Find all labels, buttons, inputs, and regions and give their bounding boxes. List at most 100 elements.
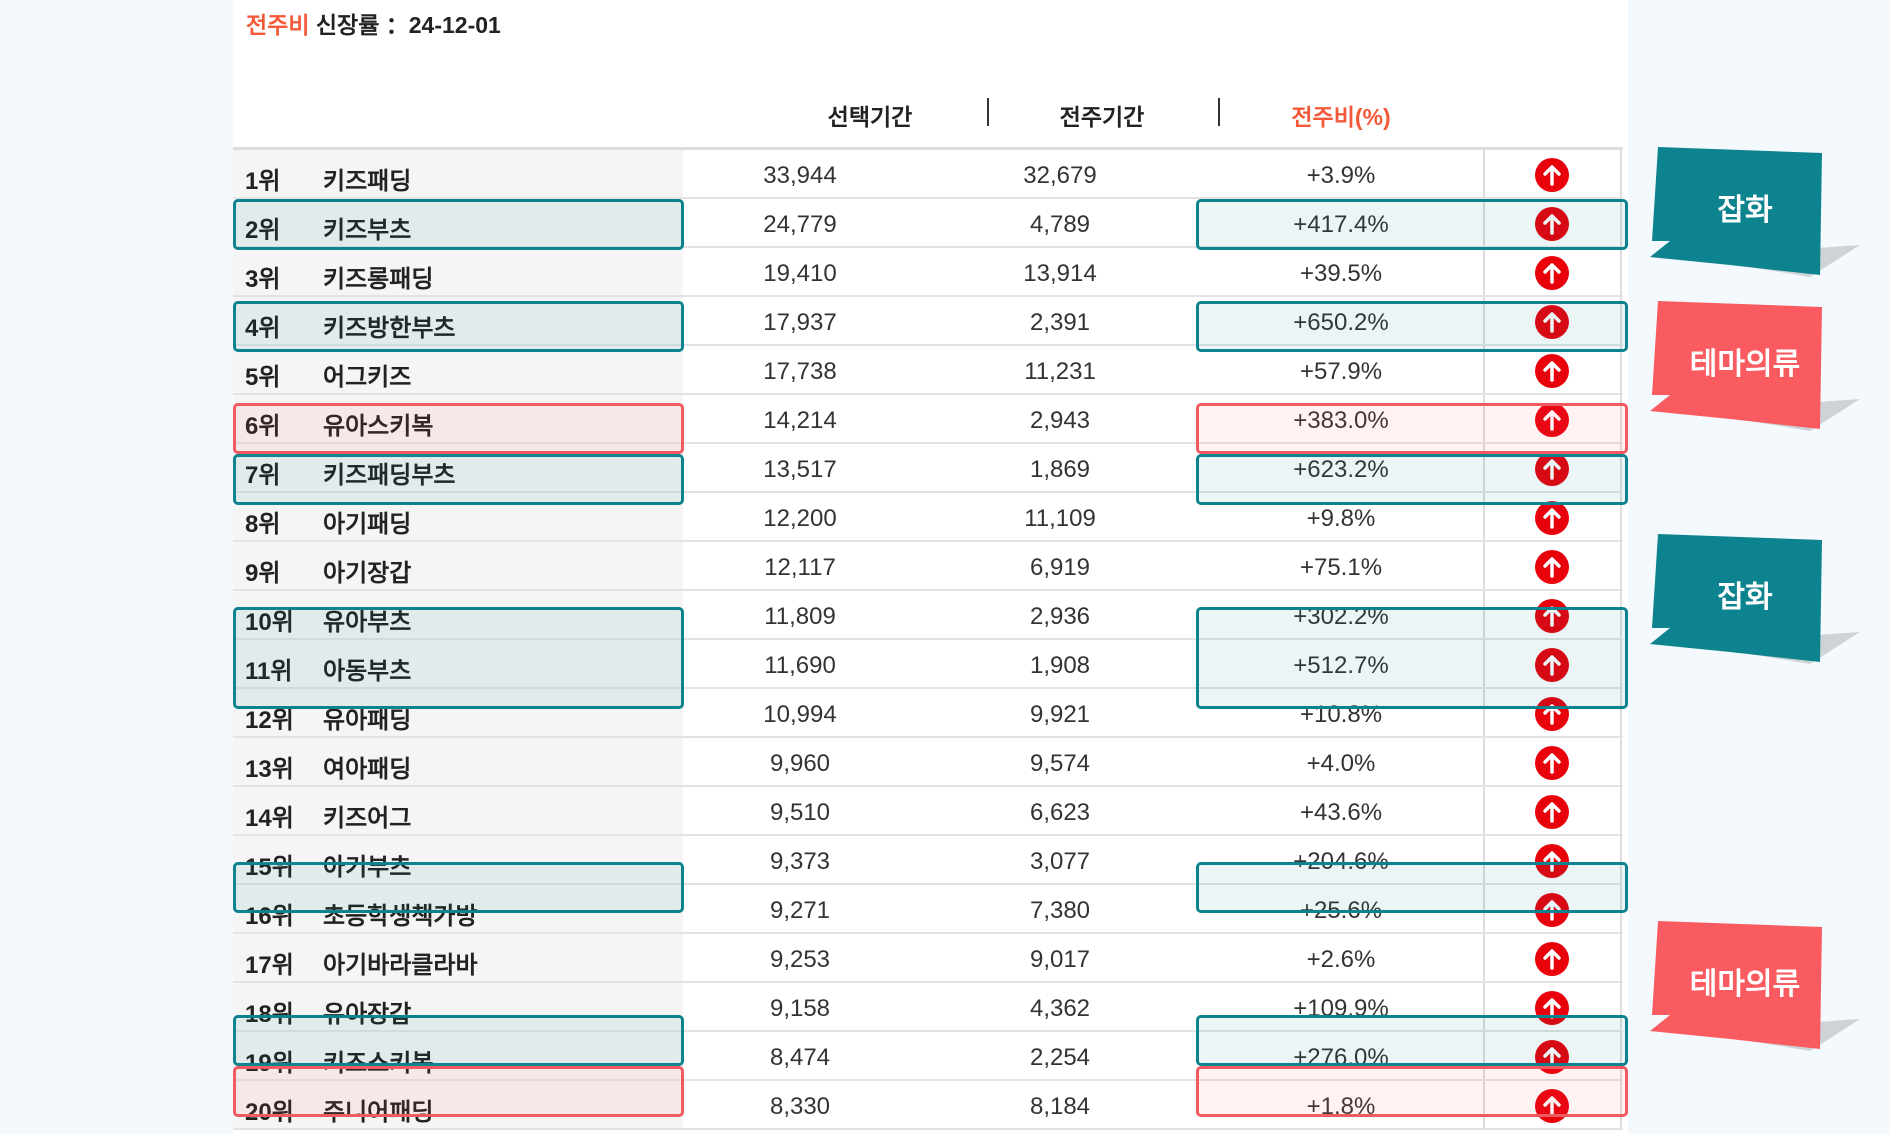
table-row: 11위 아동부츠 11,690 1,908 +512.7% — [233, 640, 1623, 689]
keyword: 키즈패딩 — [323, 168, 412, 195]
column-divider — [1620, 395, 1622, 442]
callout-label: 잡화 — [1717, 581, 1773, 614]
column-divider — [1620, 444, 1622, 491]
previous-value: 8,184 — [1029, 1093, 1091, 1120]
arrow-up-icon — [1535, 501, 1569, 535]
previous-value: 2,943 — [1029, 407, 1091, 434]
column-divider — [1483, 493, 1485, 540]
keyword-cell-bg — [233, 689, 683, 736]
header-divider — [1218, 98, 1220, 126]
table-row: 10위 유아부츠 11,809 2,936 +302.2% — [233, 591, 1623, 640]
keyword: 키즈롱패딩 — [323, 266, 434, 293]
keyword: 아기바라클라바 — [323, 952, 478, 979]
keyword-cell-bg — [233, 1081, 683, 1128]
table-row: 17위 아기바라클라바 9,253 9,017 +2.6% — [233, 934, 1623, 983]
rank: 17위 — [245, 952, 294, 979]
arrow-up-icon — [1535, 158, 1569, 192]
highlight-keyword-box — [233, 1015, 684, 1066]
selected-value: 9,158 — [769, 995, 831, 1022]
rank: 16위 — [245, 903, 294, 930]
selected-value: 11,809 — [764, 603, 836, 630]
highlight-ratio-box — [1196, 199, 1628, 250]
previous-value: 2,254 — [1029, 1044, 1091, 1071]
rank: 15위 — [245, 854, 294, 881]
arrow-up-icon — [1535, 1089, 1569, 1123]
keyword: 아기장갑 — [323, 560, 412, 587]
ratio-value: +43.6% — [1299, 799, 1383, 826]
table-row: 1위 키즈패딩 33,944 32,679 +3.9% — [233, 150, 1623, 199]
rank: 2위 — [245, 217, 281, 244]
rank: 7위 — [245, 462, 281, 489]
rank: 14위 — [245, 805, 294, 832]
ratio-value: +3.9% — [1306, 162, 1376, 189]
highlight-ratio-box — [1196, 862, 1628, 913]
keyword-cell-bg — [233, 934, 683, 981]
previous-value: 6,623 — [1029, 799, 1091, 826]
table-row: 2위 키즈부츠 24,779 4,789 +417.4% — [233, 199, 1623, 248]
column-divider — [1620, 297, 1622, 344]
previous-value: 11,109 — [1024, 505, 1096, 532]
callout-label: 테마의류 — [1689, 968, 1801, 1001]
selected-value: 9,271 — [769, 897, 831, 924]
highlight-keyword-box — [233, 862, 684, 913]
selected-value: 12,200 — [763, 505, 837, 532]
highlight-keyword-box — [233, 301, 684, 352]
table-row: 9위 아기장갑 12,117 6,919 +75.1% — [233, 542, 1623, 591]
arrow-up-icon — [1535, 991, 1569, 1025]
arrow-up-icon — [1535, 305, 1569, 339]
keyword-cell-bg — [233, 983, 683, 1030]
previous-value: 1,908 — [1029, 652, 1091, 679]
selected-value: 17,937 — [763, 309, 837, 336]
table-row: 12위 유아패딩 10,994 9,921 +10.8% — [233, 689, 1623, 738]
callout-shape — [1650, 534, 1860, 664]
header-selected-period: 선택기간 — [827, 104, 913, 130]
keyword: 유아장갑 — [323, 1001, 412, 1028]
rank: 1위 — [245, 168, 281, 195]
keyword: 키즈패딩부츠 — [323, 462, 456, 489]
keyword: 아동부츠 — [323, 658, 412, 685]
column-divider — [1620, 591, 1622, 638]
arrow-up-icon — [1535, 452, 1569, 486]
keyword: 주니어패딩 — [323, 1099, 434, 1126]
highlight-keyword-box — [233, 1066, 684, 1117]
callout-category: 잡화 — [1650, 147, 1865, 282]
selected-value: 14,214 — [763, 407, 837, 434]
rank: 12위 — [245, 707, 294, 734]
ratio-value: +75.1% — [1299, 554, 1383, 581]
rank: 8위 — [245, 511, 281, 538]
column-divider — [1620, 150, 1622, 197]
column-divider — [1620, 640, 1622, 687]
table-row: 8위 아기패딩 12,200 11,109 +9.8% — [233, 493, 1623, 542]
column-divider — [1483, 983, 1485, 1030]
ratio-value: +4.0% — [1306, 750, 1376, 777]
keyword: 여아패딩 — [323, 756, 412, 783]
arrow-up-icon — [1535, 746, 1569, 780]
table-row: 6위 유아스키복 14,214 2,943 +383.0% — [233, 395, 1623, 444]
arrow-up-icon — [1535, 795, 1569, 829]
column-divider — [1483, 395, 1485, 442]
previous-value: 3,077 — [1029, 848, 1091, 875]
keyword: 아기패딩 — [323, 511, 412, 538]
ratio-value: +383.0% — [1293, 407, 1389, 434]
column-divider — [1483, 836, 1485, 883]
arrow-up-icon — [1535, 550, 1569, 584]
keyword-cell-bg — [233, 493, 683, 540]
previous-value: 4,362 — [1029, 995, 1091, 1022]
keyword: 키즈부츠 — [323, 217, 412, 244]
rank: 6위 — [245, 413, 281, 440]
keyword-cell-bg — [233, 395, 683, 442]
column-divider — [1483, 640, 1485, 687]
column-divider — [1620, 738, 1622, 785]
highlight-ratio-box — [1196, 301, 1628, 352]
callout-label: 테마의류 — [1689, 348, 1801, 381]
previous-value: 7,380 — [1029, 897, 1091, 924]
previous-value: 4,789 — [1029, 211, 1091, 238]
table-row: 3위 키즈롱패딩 19,410 13,914 +39.5% — [233, 248, 1623, 297]
column-divider — [1620, 983, 1622, 1030]
table-row: 15위 아기부츠 9,373 3,077 +204.6% — [233, 836, 1623, 885]
keyword-cell-bg — [233, 346, 683, 393]
keyword-cell-bg — [233, 542, 683, 589]
column-divider — [1483, 346, 1485, 393]
callout-shape — [1650, 147, 1860, 277]
previous-value: 6,919 — [1029, 554, 1091, 581]
